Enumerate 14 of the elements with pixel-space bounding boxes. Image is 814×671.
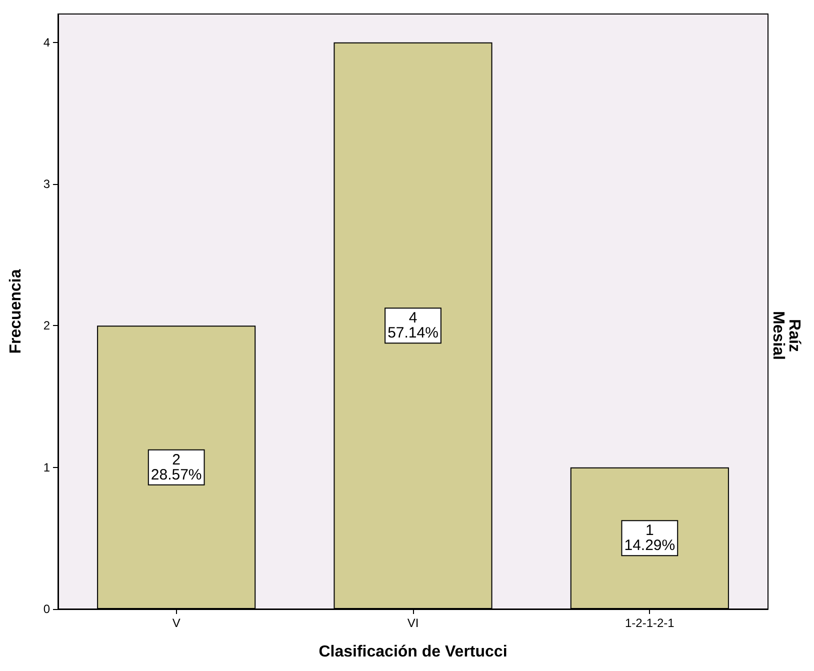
y-tick-label: 0 <box>43 602 50 616</box>
y-tick-label: 4 <box>43 35 50 50</box>
x-tick-label: 1-2-1-2-1 <box>624 616 675 630</box>
x-tick-label: V <box>172 616 180 630</box>
data-label: 4 57.14% <box>388 310 438 342</box>
x-tick-label: VI <box>407 616 419 630</box>
data-label: 1 14.29% <box>624 522 676 554</box>
data-label: 2 28.57% <box>150 451 202 484</box>
y-tick-label: 3 <box>43 177 50 191</box>
x-axis-title: Clasificación de Vertucci <box>318 644 508 660</box>
text: Raíz Mesial <box>770 311 802 360</box>
y-axis-title: Frecuencia <box>8 269 24 354</box>
y-tick-label: 2 <box>43 318 50 333</box>
y-tick-label: 1 <box>43 460 50 474</box>
